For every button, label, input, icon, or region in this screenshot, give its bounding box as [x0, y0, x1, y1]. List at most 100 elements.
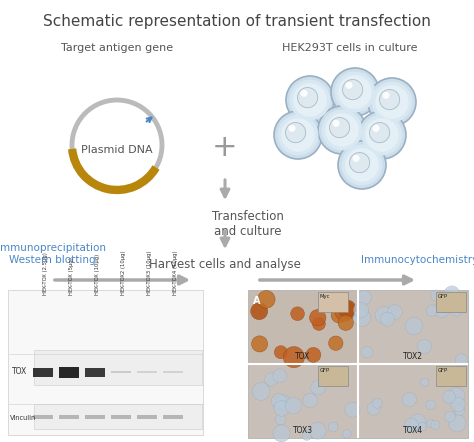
Text: GFP: GFP [438, 294, 448, 299]
Text: HEK293T cells in culture: HEK293T cells in culture [282, 43, 418, 53]
FancyBboxPatch shape [436, 292, 466, 312]
Circle shape [353, 309, 371, 327]
FancyBboxPatch shape [111, 415, 131, 419]
Circle shape [420, 378, 429, 386]
Circle shape [434, 301, 450, 317]
Circle shape [329, 118, 350, 137]
Text: TOX2: TOX2 [403, 352, 423, 361]
Circle shape [331, 308, 346, 323]
FancyBboxPatch shape [137, 371, 157, 373]
Circle shape [252, 336, 268, 352]
Text: HEK-TOX (5μg): HEK-TOX (5μg) [69, 257, 74, 295]
Circle shape [367, 402, 380, 415]
Text: GFP: GFP [438, 368, 448, 373]
Circle shape [343, 80, 363, 100]
Circle shape [291, 307, 304, 320]
Circle shape [310, 309, 326, 326]
Text: HEK-TOX (2.5μg): HEK-TOX (2.5μg) [43, 252, 48, 295]
Circle shape [352, 155, 360, 162]
FancyBboxPatch shape [436, 366, 466, 386]
Circle shape [362, 114, 402, 156]
Text: Immunoprecipitation
Western blotting: Immunoprecipitation Western blotting [0, 244, 107, 265]
Text: Schematic representation of transient transfection: Schematic representation of transient tr… [43, 14, 431, 29]
Text: HEK-TOX3 (10μg): HEK-TOX3 (10μg) [147, 251, 152, 295]
Circle shape [426, 305, 438, 316]
Text: TOX: TOX [295, 352, 310, 361]
Circle shape [455, 354, 468, 366]
Circle shape [273, 425, 290, 442]
Circle shape [310, 380, 326, 395]
Circle shape [405, 317, 423, 335]
Circle shape [427, 419, 435, 427]
Text: Plasmid DNA: Plasmid DNA [81, 145, 153, 155]
Circle shape [349, 152, 370, 173]
Circle shape [448, 388, 465, 404]
Text: Immunocytochemistry: Immunocytochemistry [361, 255, 474, 265]
Circle shape [274, 346, 287, 359]
Circle shape [283, 347, 304, 368]
Circle shape [335, 301, 355, 321]
Circle shape [342, 145, 383, 185]
Circle shape [318, 106, 366, 154]
Text: +: + [212, 133, 238, 163]
Circle shape [288, 125, 296, 132]
Text: Myc: Myc [320, 294, 330, 299]
FancyBboxPatch shape [33, 415, 53, 419]
FancyBboxPatch shape [59, 366, 79, 377]
Circle shape [431, 420, 440, 430]
Circle shape [306, 347, 321, 362]
Circle shape [274, 111, 322, 159]
Circle shape [285, 122, 306, 143]
Circle shape [343, 430, 351, 438]
Circle shape [383, 91, 390, 99]
Circle shape [444, 286, 460, 301]
Circle shape [321, 110, 363, 150]
Circle shape [338, 315, 354, 331]
Circle shape [450, 304, 463, 316]
Circle shape [273, 369, 287, 383]
Circle shape [410, 414, 426, 430]
FancyBboxPatch shape [249, 291, 357, 364]
Circle shape [361, 346, 373, 358]
FancyBboxPatch shape [85, 415, 105, 419]
Circle shape [328, 336, 343, 351]
Text: TOX: TOX [12, 367, 27, 377]
Circle shape [338, 75, 372, 109]
Circle shape [328, 422, 338, 432]
FancyBboxPatch shape [34, 404, 202, 429]
Circle shape [257, 290, 275, 308]
Text: HEK-TOX (10μg): HEK-TOX (10μg) [95, 254, 100, 295]
Circle shape [451, 397, 465, 412]
FancyBboxPatch shape [359, 291, 467, 364]
FancyBboxPatch shape [249, 365, 357, 438]
Circle shape [370, 122, 390, 143]
Circle shape [338, 300, 356, 318]
Circle shape [252, 383, 270, 400]
Text: Harvest cells and analyse: Harvest cells and analyse [149, 258, 301, 271]
Circle shape [331, 68, 379, 116]
Circle shape [345, 402, 360, 417]
Circle shape [346, 82, 353, 89]
Text: HEK-TOX2 (10μg): HEK-TOX2 (10μg) [121, 250, 126, 295]
Text: TOX3: TOX3 [293, 426, 313, 435]
FancyBboxPatch shape [34, 350, 202, 385]
Circle shape [290, 80, 330, 120]
Circle shape [281, 118, 315, 152]
Text: TOX4: TOX4 [403, 426, 423, 435]
Circle shape [275, 395, 291, 411]
Circle shape [373, 125, 380, 132]
Circle shape [426, 400, 436, 410]
Text: Vinculin: Vinculin [10, 415, 36, 421]
Circle shape [285, 397, 302, 414]
Circle shape [251, 303, 268, 320]
Circle shape [309, 422, 326, 439]
Circle shape [325, 113, 359, 147]
Circle shape [372, 82, 412, 122]
Circle shape [335, 72, 375, 112]
Circle shape [445, 411, 456, 422]
Circle shape [417, 339, 431, 354]
Circle shape [345, 148, 379, 182]
Circle shape [271, 393, 287, 409]
Circle shape [278, 114, 319, 156]
Circle shape [402, 392, 417, 407]
